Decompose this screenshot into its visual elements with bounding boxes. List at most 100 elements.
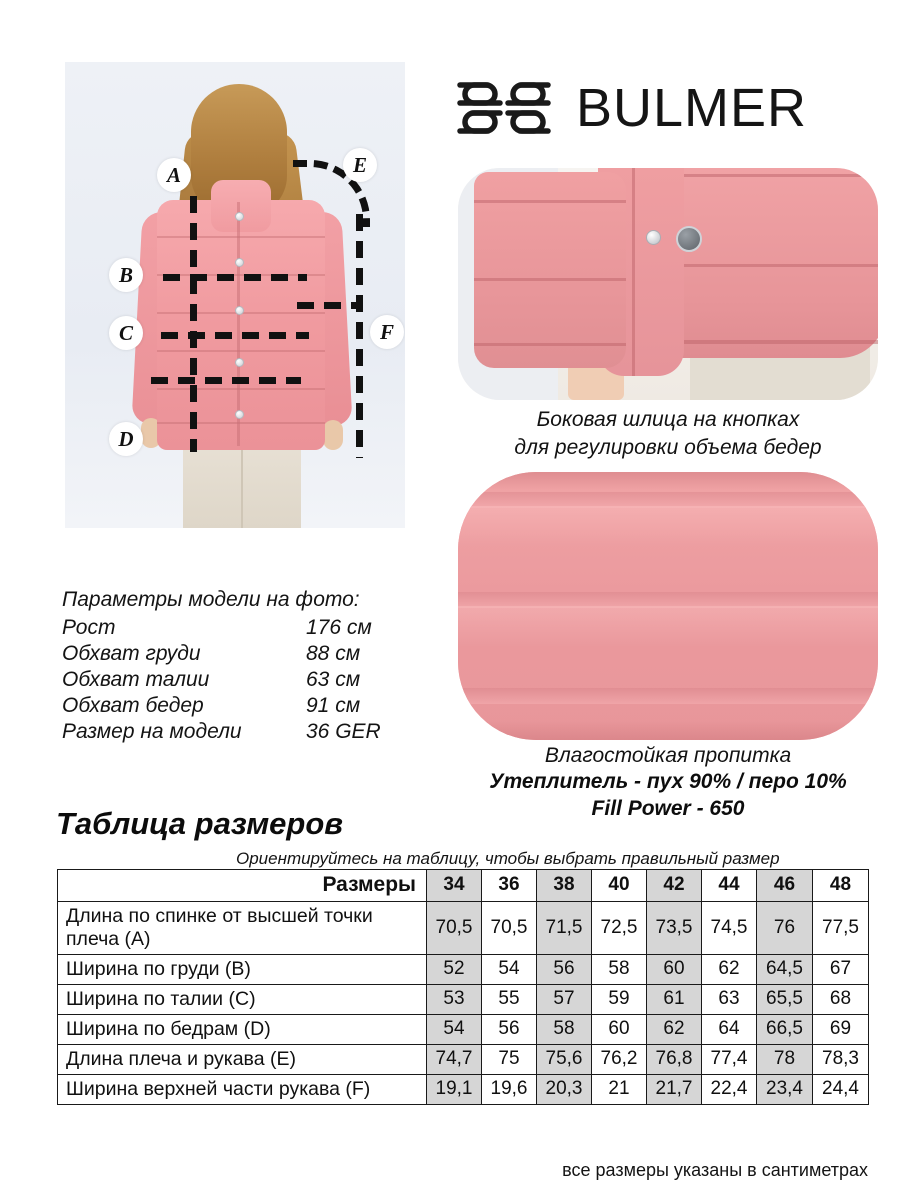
hand-right: [323, 420, 343, 450]
size-table-cell: 77,4: [701, 1043, 757, 1075]
size-table-cell: 75,6: [536, 1043, 592, 1075]
size-table-cell: 70,5: [481, 900, 537, 955]
snap-button: [235, 358, 244, 367]
size-table-cell: 71,5: [536, 900, 592, 955]
size-table-cell: 55: [481, 983, 537, 1015]
size-table-cell: 63: [701, 983, 757, 1015]
size-table-cell: 62: [646, 1013, 702, 1045]
size-table-subtitle: Ориентируйтесь на таблицу, чтобы выбрать…: [236, 849, 780, 868]
side-vent-caption: Боковая шлица на кнопках для регулировки…: [458, 406, 878, 461]
size-table-cell: 60: [646, 953, 702, 985]
model-param-value: 63 см: [306, 668, 361, 691]
snap-button: [235, 410, 244, 419]
size-table-row: Ширина по груди (B) 52 54 56 58 60 62 64,5 67: [57, 953, 869, 985]
size-table-cell: 74,7: [426, 1043, 482, 1075]
model-photo: A B C D E F: [65, 62, 405, 528]
size-table-cell: 54: [426, 1013, 482, 1045]
brand-name: BULMER: [576, 78, 808, 138]
model-param-value: 88 см: [306, 642, 361, 665]
size-table-cell: 21,7: [646, 1073, 702, 1105]
filler-caption: Утеплитель - пух 90% / перо 10%: [489, 770, 847, 793]
size-table-cell: 52: [426, 953, 482, 985]
vent-flap-left: [474, 172, 626, 368]
size-table-cell: 62: [701, 953, 757, 985]
size-table-row-label: Ширина по талии (C): [57, 983, 427, 1015]
size-table-cell: 72,5: [591, 900, 647, 955]
size-table-cell: 53: [426, 983, 482, 1015]
size-table-row-label: Ширина по бедрам (D): [57, 1013, 427, 1045]
side-vent-caption-line1: Боковая шлица на кнопках: [536, 408, 800, 431]
model-param-label: Обхват бедер: [62, 694, 204, 717]
size-table-cell: 59: [591, 983, 647, 1015]
size-table-cell: 58: [536, 1013, 592, 1045]
fill-power-caption: Fill Power - 650: [591, 797, 745, 820]
model-param-value: 91 см: [306, 694, 361, 717]
model-parameters: Параметры модели на фото: Рост 176 см Об…: [62, 588, 402, 746]
size-table-cell: 78: [756, 1043, 813, 1075]
size-table-cell: 68: [812, 983, 869, 1015]
size-table-cell: 19,6: [481, 1073, 537, 1105]
snap-button-icon: [676, 226, 702, 252]
size-table-cell: 57: [536, 983, 592, 1015]
size-table-cell: 60: [591, 1013, 647, 1045]
size-table-cell: 22,4: [701, 1073, 757, 1105]
snap-socket-icon: [646, 230, 661, 245]
size-table-cell: 19,1: [426, 1073, 482, 1105]
size-column-header-40: 40: [591, 869, 647, 902]
size-table-cell: 54: [481, 953, 537, 985]
size-table-cell: 58: [591, 953, 647, 985]
size-column-header-44: 44: [701, 869, 757, 902]
size-table-cell: 76: [756, 900, 813, 955]
size-column-header-42: 42: [646, 869, 702, 902]
size-table: Размеры 34 36 38 40 42 44 46 48 Длина по спинке о…: [57, 869, 869, 1105]
model-param-row: Обхват талии 63 см: [62, 668, 402, 692]
water-repellent-caption: Влагостойкая пропитка: [544, 744, 792, 767]
detail-photo-fabric: [458, 472, 878, 740]
jacket-placket: [237, 202, 240, 446]
size-table-cell: 67: [812, 953, 869, 985]
snap-button: [235, 258, 244, 267]
size-table-footer-note: все размеры указаны в сантиметрах: [562, 1160, 868, 1180]
size-table-row: Ширина по бедрам (D) 54 56 58 60 62 64 66,5 69: [57, 1013, 869, 1045]
snap-button: [235, 306, 244, 315]
size-table-cell: 65,5: [756, 983, 813, 1015]
size-column-header-34: 34: [426, 869, 482, 902]
size-table-cell: 69: [812, 1013, 869, 1045]
size-table-header-row: Размеры 34 36 38 40 42 44 46 48: [57, 869, 869, 902]
size-table-row-label: Длина плеча и рукава (E): [57, 1043, 427, 1075]
size-table-cell: 23,4: [756, 1073, 813, 1105]
size-table-header-label: Размеры: [57, 869, 427, 902]
snap-button: [235, 212, 244, 221]
size-table-cell: 61: [646, 983, 702, 1015]
size-table-cell: 21: [591, 1073, 647, 1105]
size-table-title: Таблица размеров: [56, 806, 344, 841]
model-param-row: Размер на модели 36 GER: [62, 720, 402, 744]
size-table-row: Длина плеча и рукава (E) 74,7 75 75,6 76,2 76…: [57, 1043, 869, 1075]
size-table-cell: 75: [481, 1043, 537, 1075]
trouser-seam: [241, 444, 243, 528]
size-table-row: Ширина верхней части рукава (F) 19,1 19,6 2…: [57, 1073, 869, 1105]
size-column-header-48: 48: [812, 869, 869, 902]
side-vent-caption-line2: для регулировки объема бедер: [514, 435, 822, 459]
size-table-cell: 78,3: [812, 1043, 869, 1075]
size-table-cell: 77,5: [812, 900, 869, 955]
size-table-cell: 70,5: [426, 900, 482, 955]
model-param-row: Обхват груди 88 см: [62, 642, 402, 666]
model-parameters-title: Параметры модели на фото:: [62, 588, 360, 611]
size-table-row: Ширина по талии (C) 53 55 57 59 61 63 65,5 68: [57, 983, 869, 1015]
bulmer-logo-mark-icon: [457, 82, 551, 134]
hand-left: [141, 418, 161, 448]
size-table-cell: 73,5: [646, 900, 702, 955]
model-param-value: 176 см: [306, 616, 372, 639]
model-param-label: Обхват груди: [62, 642, 201, 665]
model-param-value: 36 GER: [306, 720, 381, 743]
size-table-cell: 24,4: [812, 1073, 869, 1105]
size-table-row-label: Ширина верхней части рукава (F): [57, 1073, 427, 1105]
size-table-cell: 64,5: [756, 953, 813, 985]
size-table-cell: 76,8: [646, 1043, 702, 1075]
model-param-label: Обхват талии: [62, 668, 210, 691]
size-table-cell: 56: [536, 953, 592, 985]
size-table-cell: 20,3: [536, 1073, 592, 1105]
detail-photo-side-vent: [458, 168, 878, 400]
